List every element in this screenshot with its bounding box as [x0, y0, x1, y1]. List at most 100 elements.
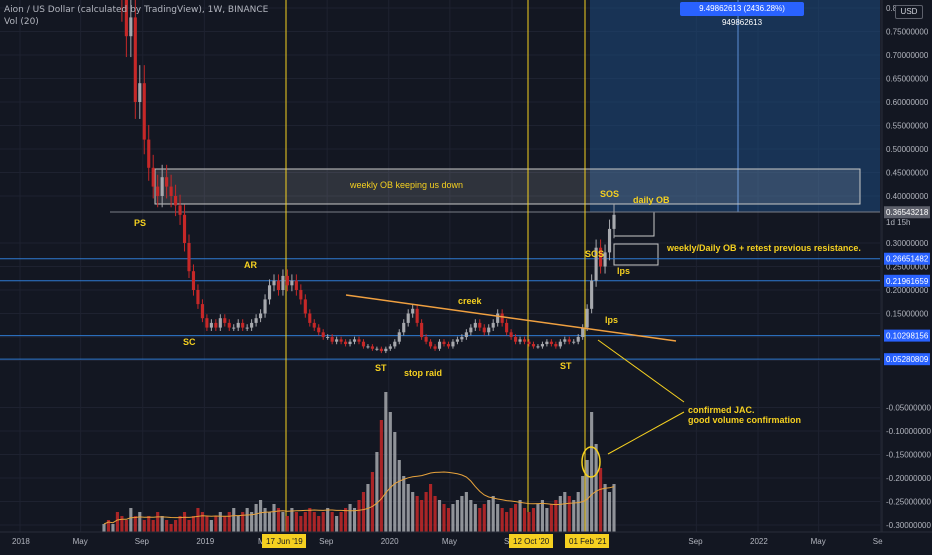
volume-bar	[272, 504, 276, 532]
volume-bar	[165, 520, 169, 532]
candle	[218, 318, 222, 328]
price-tick-label: 0.20000000	[886, 286, 929, 295]
lps-label: lps	[617, 266, 630, 276]
volume-bar	[236, 516, 240, 532]
volume-bar	[531, 508, 536, 532]
time-tick-label: Sep	[135, 537, 150, 546]
volume-bar	[303, 512, 307, 532]
candle	[285, 275, 289, 286]
candle	[469, 327, 473, 333]
price-tick-label: 0.30000000	[886, 239, 929, 248]
candle	[531, 344, 536, 347]
volume-bar	[339, 512, 343, 532]
volume-bar	[429, 484, 433, 532]
candle	[200, 304, 204, 319]
candle	[191, 271, 196, 290]
candle	[254, 318, 258, 323]
candle	[572, 341, 576, 343]
candle	[393, 341, 397, 347]
chart-title: Aion / US Dollar (calculated by TradingV…	[4, 5, 269, 15]
candle	[129, 17, 133, 37]
daily-ob-label: daily OB	[633, 195, 670, 205]
volume-bar	[469, 500, 473, 532]
candle	[451, 341, 455, 347]
currency-badge[interactable]: USD	[895, 5, 923, 19]
volume-bar	[174, 520, 178, 532]
candle	[397, 332, 401, 342]
candle	[294, 280, 298, 290]
candle	[433, 346, 437, 349]
volume-bar	[545, 508, 549, 532]
candle	[339, 339, 343, 342]
volume-bar	[111, 524, 115, 532]
candle	[500, 313, 504, 323]
price-tick-label: -0.25000000	[886, 498, 931, 507]
candle	[241, 322, 245, 328]
price-tick-label: -0.15000000	[886, 451, 931, 460]
candle	[375, 348, 379, 350]
candle	[429, 341, 433, 347]
volume-bar	[151, 520, 155, 532]
candle	[214, 322, 218, 328]
candle	[312, 322, 316, 328]
candle	[178, 205, 182, 215]
price-label-badge	[884, 206, 930, 219]
volume-bar	[370, 472, 374, 532]
candle	[491, 322, 495, 328]
volume-bar	[156, 512, 160, 532]
candle	[151, 167, 155, 187]
candle	[209, 322, 213, 328]
time-tick-label: May	[442, 537, 457, 546]
volume-bar	[196, 508, 200, 532]
volume-bar	[491, 496, 495, 532]
volume-bar	[500, 508, 504, 532]
volume-bar	[599, 468, 603, 532]
time-tick-label: May	[811, 537, 826, 546]
volume-bar	[361, 492, 366, 532]
volume-bar	[106, 520, 111, 532]
sos-label: SOS	[585, 249, 604, 259]
time-axis-bg	[0, 532, 932, 550]
candle	[344, 341, 348, 345]
candle	[505, 322, 509, 333]
volume-bar	[402, 476, 406, 532]
candle	[205, 318, 209, 328]
volume-bar	[567, 496, 571, 532]
measure-zone	[590, 0, 880, 212]
candle	[415, 308, 419, 323]
jac-arrow	[607, 411, 685, 455]
candle	[147, 139, 151, 168]
candle	[446, 344, 451, 347]
volume-bar	[594, 444, 598, 532]
candle	[370, 346, 374, 349]
volume-bar	[245, 508, 249, 532]
candle	[357, 339, 361, 342]
volume-bar	[330, 512, 334, 532]
volume-bar	[317, 516, 321, 532]
candle	[272, 280, 276, 286]
candle	[165, 177, 169, 187]
volume-bar	[129, 508, 133, 532]
weekly-daily-ob-label: weekly/Daily OB + retest previous resist…	[666, 243, 861, 253]
volume-confirmation-label: good volume confirmation	[688, 415, 801, 425]
time-tick-label: Sep	[319, 537, 334, 546]
price-label-text: 0.26651482	[886, 255, 929, 264]
volume-bar	[406, 484, 410, 532]
jac-label: confirmed JAC.	[688, 405, 755, 415]
countdown-label: 1d 15h	[886, 218, 910, 227]
price-tick-label: 0.75000000	[886, 28, 929, 37]
candle	[196, 290, 200, 305]
candle	[402, 322, 406, 333]
candle	[442, 341, 446, 345]
ar-label: AR	[244, 260, 257, 270]
volume-bar	[612, 484, 616, 532]
candle	[299, 290, 303, 300]
candle	[424, 337, 428, 342]
candle	[527, 341, 531, 345]
price-tick-label: 0.55000000	[886, 122, 929, 131]
candle	[522, 339, 527, 342]
candle	[366, 346, 370, 348]
volume-bar	[223, 516, 227, 532]
